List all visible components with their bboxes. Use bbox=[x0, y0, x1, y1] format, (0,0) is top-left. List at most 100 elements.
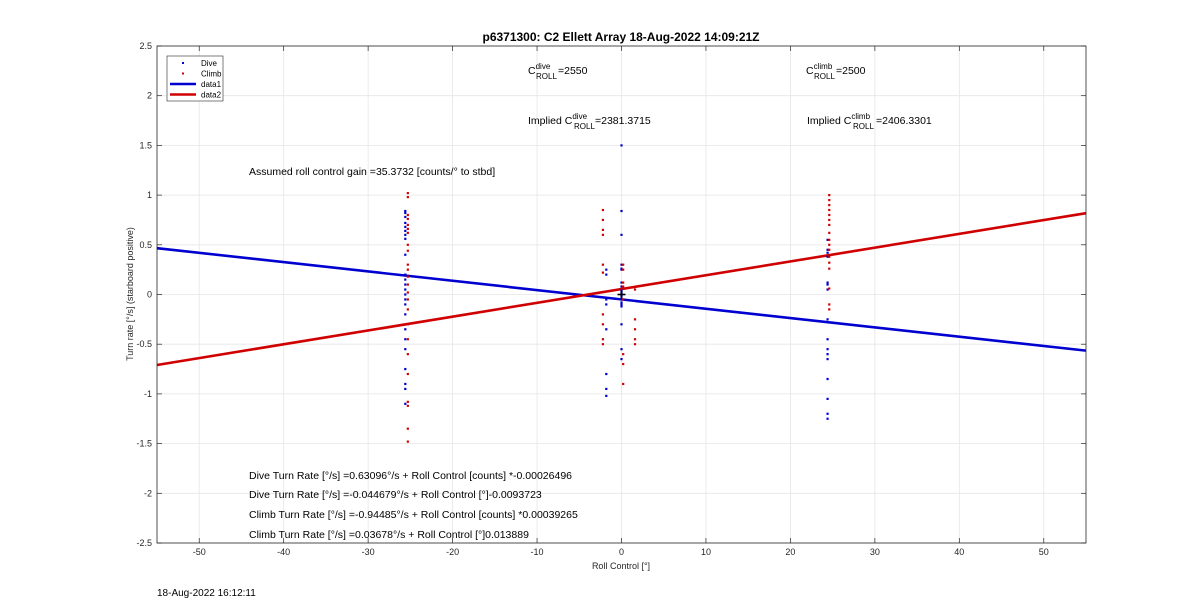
point-dive bbox=[404, 283, 407, 286]
point-dive bbox=[404, 221, 407, 225]
point-dive bbox=[404, 367, 407, 371]
chart-title: p6371300: C2 Ellett Array 18-Aug-2022 14… bbox=[482, 30, 759, 44]
point-climb bbox=[828, 213, 831, 217]
point-dive bbox=[404, 303, 407, 306]
x-tick-label: 20 bbox=[785, 547, 795, 557]
point-climb bbox=[406, 213, 409, 217]
point-climb bbox=[406, 400, 409, 403]
implied-climb-sub: ROLL bbox=[853, 122, 874, 131]
implied-dive-prefix: Implied C bbox=[528, 115, 573, 127]
x-tick-label: 0 bbox=[619, 547, 624, 557]
point-climb bbox=[406, 217, 409, 221]
x-tick-label: 30 bbox=[870, 547, 880, 557]
point-climb bbox=[406, 268, 409, 271]
point-dive bbox=[620, 281, 623, 284]
point-dive bbox=[605, 303, 608, 306]
legend-marker-dive bbox=[182, 62, 184, 64]
point-climb bbox=[406, 372, 409, 376]
point-climb bbox=[828, 287, 831, 290]
point-climb bbox=[622, 353, 625, 356]
point-climb bbox=[622, 263, 625, 266]
point-dive bbox=[826, 251, 829, 254]
point-climb bbox=[601, 338, 605, 341]
point-climb bbox=[406, 195, 409, 199]
point-dive bbox=[826, 397, 829, 400]
point-climb bbox=[828, 255, 831, 258]
point-climb bbox=[633, 288, 637, 291]
point-climb bbox=[828, 223, 831, 227]
point-dive bbox=[620, 358, 623, 361]
point-climb bbox=[406, 291, 409, 294]
point-dive bbox=[605, 268, 608, 271]
c-roll-dive-value: =2550 bbox=[558, 65, 588, 77]
point-dive bbox=[404, 209, 407, 213]
point-climb bbox=[828, 208, 831, 212]
point-climb bbox=[633, 318, 637, 321]
point-climb bbox=[622, 362, 625, 366]
point-dive bbox=[404, 253, 407, 256]
y-tick-label: -2.5 bbox=[136, 538, 152, 548]
point-dive bbox=[826, 338, 829, 341]
y-tick-label: -2 bbox=[144, 488, 152, 498]
point-climb bbox=[406, 404, 409, 407]
point-climb bbox=[406, 323, 409, 326]
point-dive bbox=[826, 358, 829, 361]
annotation-implied-dive: Implied Cdive ROLL =2381.3715 bbox=[528, 112, 651, 131]
y-tick-label: -0.5 bbox=[136, 339, 152, 349]
point-climb bbox=[406, 192, 409, 195]
point-dive bbox=[826, 238, 829, 241]
point-climb bbox=[601, 323, 605, 326]
point-climb bbox=[601, 208, 605, 212]
svg-text:Cdive: Cdive bbox=[528, 62, 551, 77]
x-tick-label: 10 bbox=[701, 547, 711, 557]
c-roll-climb-prefix: C bbox=[806, 65, 814, 77]
x-tick-label: -10 bbox=[531, 547, 544, 557]
x-tick-label: 40 bbox=[954, 547, 964, 557]
y-tick-label: -1 bbox=[144, 389, 152, 399]
point-dive bbox=[826, 353, 829, 356]
point-dive bbox=[620, 305, 623, 308]
point-dive bbox=[826, 412, 829, 415]
point-climb bbox=[601, 343, 605, 346]
point-climb bbox=[601, 313, 605, 316]
point-climb bbox=[622, 268, 625, 271]
c-roll-dive-prefix: C bbox=[528, 65, 536, 77]
legend-label-data2: data2 bbox=[201, 91, 222, 100]
point-dive bbox=[404, 278, 407, 281]
y-tick-label: -1.5 bbox=[136, 439, 152, 449]
point-climb bbox=[406, 263, 409, 266]
point-climb bbox=[622, 298, 625, 301]
scatter-points bbox=[404, 144, 831, 443]
point-dive bbox=[404, 229, 407, 232]
svg-text:Implied Cclimb: Implied Cclimb bbox=[807, 112, 871, 127]
point-climb bbox=[601, 228, 605, 231]
point-climb bbox=[406, 283, 409, 286]
point-dive bbox=[826, 377, 829, 381]
point-climb bbox=[828, 303, 831, 306]
point-dive bbox=[826, 281, 829, 284]
annotation-implied-climb: Implied Cclimb ROLL =2406.3301 bbox=[807, 112, 932, 131]
c-roll-climb-value: =2500 bbox=[836, 65, 866, 77]
point-climb bbox=[828, 243, 831, 246]
point-dive bbox=[826, 417, 829, 420]
point-dive bbox=[404, 313, 407, 316]
point-climb bbox=[406, 298, 409, 301]
point-climb bbox=[622, 281, 625, 284]
point-climb bbox=[406, 231, 409, 234]
point-dive bbox=[620, 144, 623, 147]
y-tick-label: 0.5 bbox=[139, 240, 152, 250]
point-dive bbox=[826, 255, 829, 258]
point-dive bbox=[404, 215, 407, 219]
annotation-fit-climb-degrees: Climb Turn Rate [°/s] =0.03678°/s + Roll… bbox=[249, 529, 529, 541]
y-tick-label: 1 bbox=[147, 190, 152, 200]
legend-marker-climb bbox=[182, 72, 184, 75]
point-climb bbox=[622, 285, 625, 288]
annotation-fit-climb-counts: Climb Turn Rate [°/s] =-0.94485°/s + Rol… bbox=[249, 509, 578, 521]
point-dive bbox=[605, 372, 608, 376]
point-climb bbox=[406, 243, 409, 246]
point-dive bbox=[826, 248, 829, 251]
point-dive bbox=[826, 348, 829, 351]
point-climb bbox=[828, 198, 831, 202]
point-dive bbox=[620, 348, 623, 351]
